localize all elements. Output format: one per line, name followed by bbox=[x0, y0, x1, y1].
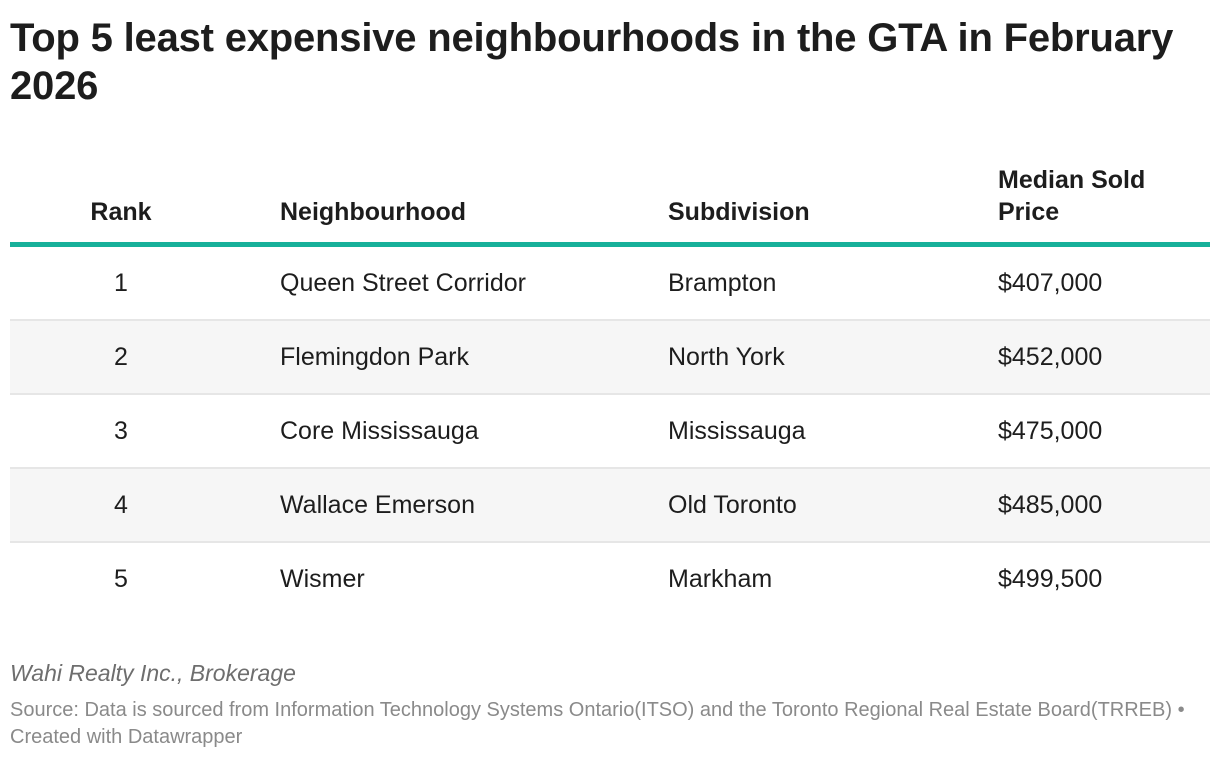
cell-subdivision: Mississauga bbox=[668, 417, 806, 445]
cell-neighbourhood: Core Mississauga bbox=[280, 417, 479, 445]
cell-subdivision: Markham bbox=[668, 565, 773, 593]
column-header-median-sold-price[interactable]: Median Sold Price bbox=[998, 166, 1146, 226]
table-row: 5 Wismer Markham $499,500 bbox=[10, 543, 1210, 617]
cell-price: $475,000 bbox=[998, 417, 1103, 445]
table-row: 1 Queen Street Corridor Brampton $407,00… bbox=[10, 247, 1210, 321]
table-row: 3 Core Mississauga Mississauga $475,000 bbox=[10, 395, 1210, 469]
cell-neighbourhood: Flemingdon Park bbox=[280, 343, 469, 371]
chart-notes: Wahi Realty Inc., Brokerage bbox=[10, 660, 296, 686]
cell-rank: 2 bbox=[114, 343, 128, 371]
table-row: 4 Wallace Emerson Old Toronto $485,000 bbox=[10, 469, 1210, 543]
cell-price: $499,500 bbox=[998, 565, 1103, 593]
cell-price: $485,000 bbox=[998, 491, 1103, 519]
cell-rank: 5 bbox=[114, 565, 128, 593]
column-header-neighbourhood[interactable]: Neighbourhood bbox=[280, 198, 467, 226]
table-body: 1 Queen Street Corridor Brampton $407,00… bbox=[10, 247, 1210, 617]
column-header-rank[interactable]: Rank bbox=[90, 198, 152, 226]
cell-subdivision: Brampton bbox=[668, 269, 777, 297]
cell-rank: 3 bbox=[114, 417, 128, 445]
chart-source: Source: Data is sourced from Information… bbox=[10, 699, 1185, 748]
data-table: Rank Neighbourhood Subdivision Median So… bbox=[10, 165, 1210, 617]
cell-subdivision: Old Toronto bbox=[668, 491, 797, 519]
cell-price: $407,000 bbox=[998, 269, 1103, 297]
cell-neighbourhood: Queen Street Corridor bbox=[280, 269, 526, 297]
table-row: 2 Flemingdon Park North York $452,000 bbox=[10, 321, 1210, 395]
cell-neighbourhood: Wallace Emerson bbox=[280, 491, 475, 519]
cell-neighbourhood: Wismer bbox=[280, 565, 365, 593]
table-header: Rank Neighbourhood Subdivision Median So… bbox=[10, 165, 1210, 247]
cell-price: $452,000 bbox=[998, 343, 1103, 371]
cell-subdivision: North York bbox=[668, 343, 785, 371]
chart-title: Top 5 least expensive neighbourhoods in … bbox=[10, 16, 1174, 108]
cell-rank: 4 bbox=[114, 491, 128, 519]
column-header-subdivision[interactable]: Subdivision bbox=[668, 198, 810, 226]
cell-rank: 1 bbox=[114, 269, 128, 297]
